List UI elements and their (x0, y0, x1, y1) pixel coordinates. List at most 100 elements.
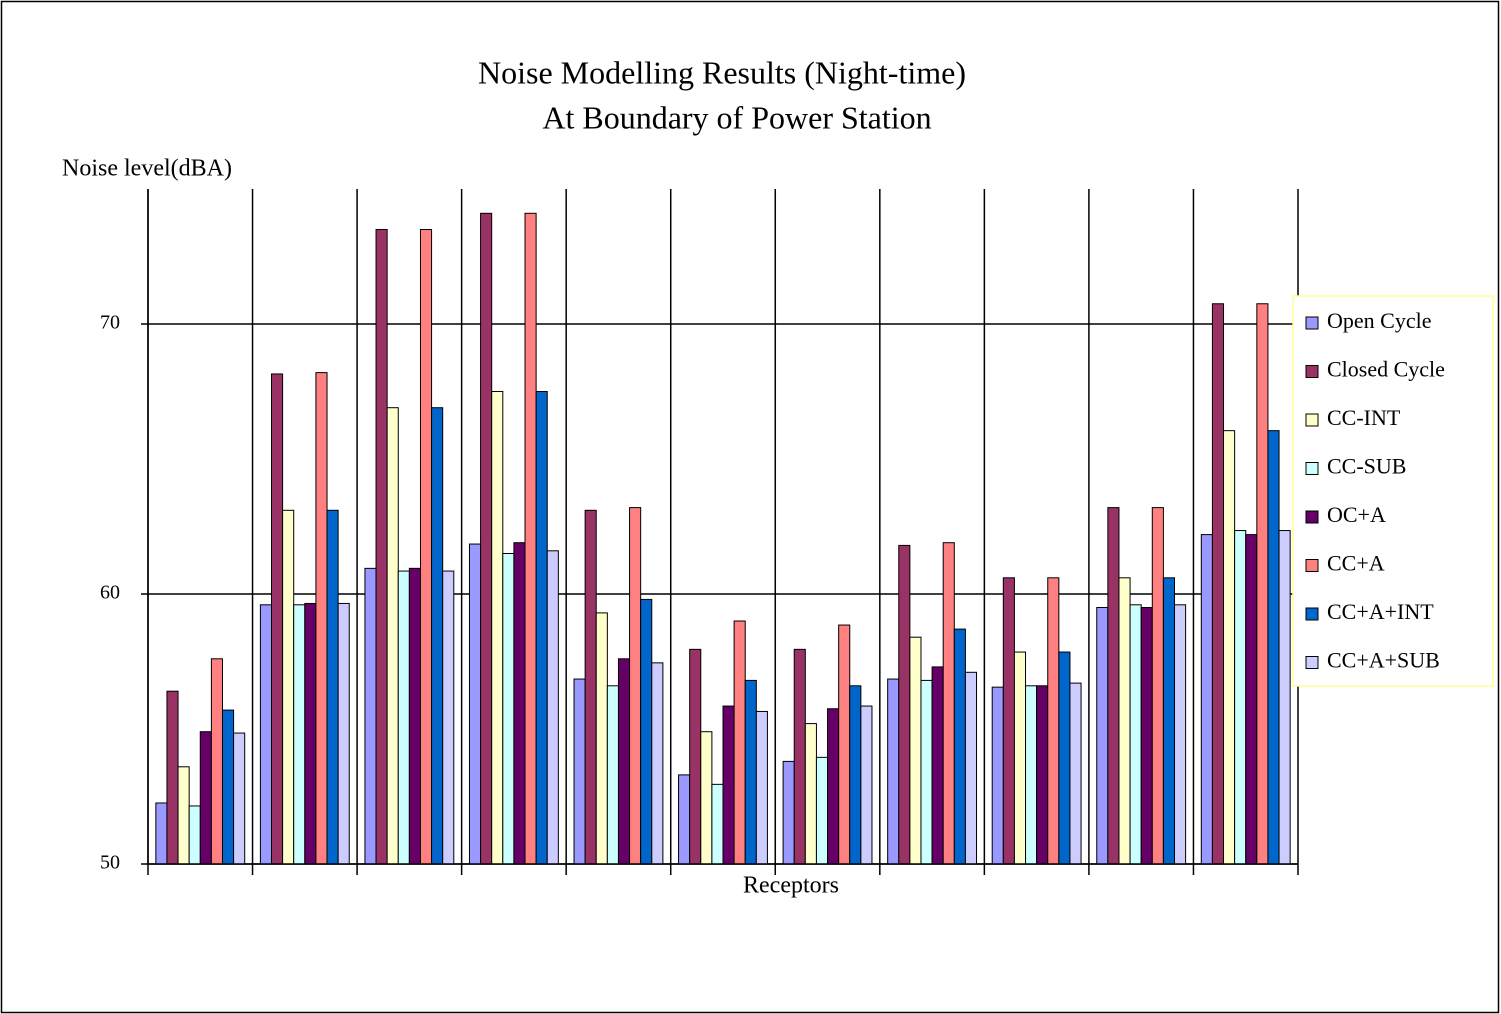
legend-swatch (1305, 607, 1319, 621)
bar (1278, 530, 1291, 865)
bar (1096, 607, 1109, 865)
y-tick-label: 50 (100, 852, 120, 874)
legend-label: CC+A (1327, 551, 1385, 576)
bar (651, 662, 664, 865)
bar (860, 705, 873, 865)
bar (689, 648, 702, 865)
bar (513, 542, 526, 865)
bar (629, 507, 642, 865)
bar (1151, 507, 1164, 865)
bar (1047, 577, 1060, 865)
legend-swatch (1305, 656, 1319, 669)
y-tick-label: 60 (100, 582, 120, 604)
bar (535, 391, 548, 865)
bar (827, 708, 840, 865)
bar (700, 731, 713, 865)
bar (909, 636, 922, 865)
bar (364, 567, 377, 865)
legend-label: Open Cycle (1327, 308, 1431, 333)
bar (468, 543, 482, 865)
bar (431, 407, 444, 865)
bar (1118, 577, 1131, 865)
bar (678, 774, 691, 865)
legend-swatch (1305, 365, 1319, 378)
bar (1025, 685, 1038, 865)
bar (920, 679, 933, 865)
bar (815, 756, 829, 865)
bar (546, 550, 559, 865)
bar (1140, 607, 1153, 865)
bar (887, 678, 900, 865)
bar (849, 685, 862, 865)
chart-title: Noise Modelling Results (Night-time) (478, 54, 966, 90)
bar (722, 705, 735, 865)
bar (711, 783, 724, 865)
legend-label: OC+A (1327, 502, 1386, 527)
bar (1162, 577, 1176, 865)
chart-title: At Boundary of Power Station (542, 99, 931, 135)
bar (931, 666, 944, 865)
bar (199, 731, 212, 865)
bar (1058, 651, 1071, 865)
bar (221, 709, 235, 865)
bar (375, 229, 388, 865)
bar (617, 658, 631, 865)
y-axis-label: Noise level(dBA) (62, 156, 232, 182)
bar (606, 685, 619, 865)
legend-box (1292, 295, 1494, 687)
bar (744, 679, 757, 865)
bar (942, 542, 955, 865)
bar (1200, 534, 1213, 865)
bar (1174, 604, 1187, 865)
bar (991, 686, 1004, 865)
bar (155, 802, 168, 865)
bar (793, 648, 806, 865)
bar (1234, 530, 1247, 865)
bar (386, 407, 399, 865)
x-axis-label: Receptors (743, 873, 839, 899)
bar (524, 212, 537, 865)
legend-label: CC+A+SUB (1327, 648, 1440, 673)
bar (898, 544, 911, 865)
bar (640, 598, 653, 865)
bar (293, 604, 306, 865)
bar (177, 766, 190, 865)
bar (964, 671, 978, 865)
bar (1013, 651, 1027, 865)
bar (1245, 534, 1258, 865)
bar (838, 624, 851, 865)
legend-label: Closed Cycle (1327, 357, 1445, 382)
bar (1211, 303, 1225, 865)
bar (188, 805, 201, 865)
bar (315, 372, 328, 865)
bar (953, 628, 966, 865)
bar (733, 620, 746, 865)
legend-label: CC+A+INT (1327, 599, 1434, 624)
bar (1129, 604, 1142, 865)
legend-swatch (1305, 510, 1319, 524)
legend-swatch (1305, 559, 1319, 572)
bar (1036, 685, 1049, 865)
bar (1002, 577, 1015, 865)
bar (1069, 682, 1082, 865)
bar (1223, 430, 1236, 865)
bar (282, 509, 295, 865)
bar (573, 678, 586, 865)
bar (337, 602, 350, 865)
bar (755, 710, 768, 865)
bar (491, 391, 504, 865)
legend-swatch (1305, 462, 1319, 475)
bar (304, 602, 317, 865)
bar (595, 612, 608, 865)
bar (480, 212, 493, 865)
bar (1256, 303, 1269, 865)
bar (259, 604, 272, 865)
bar (270, 373, 284, 865)
bar (502, 553, 515, 865)
bar (408, 567, 421, 865)
bar (584, 509, 597, 865)
bar (419, 229, 433, 865)
bar (210, 658, 223, 865)
bar (397, 570, 410, 865)
